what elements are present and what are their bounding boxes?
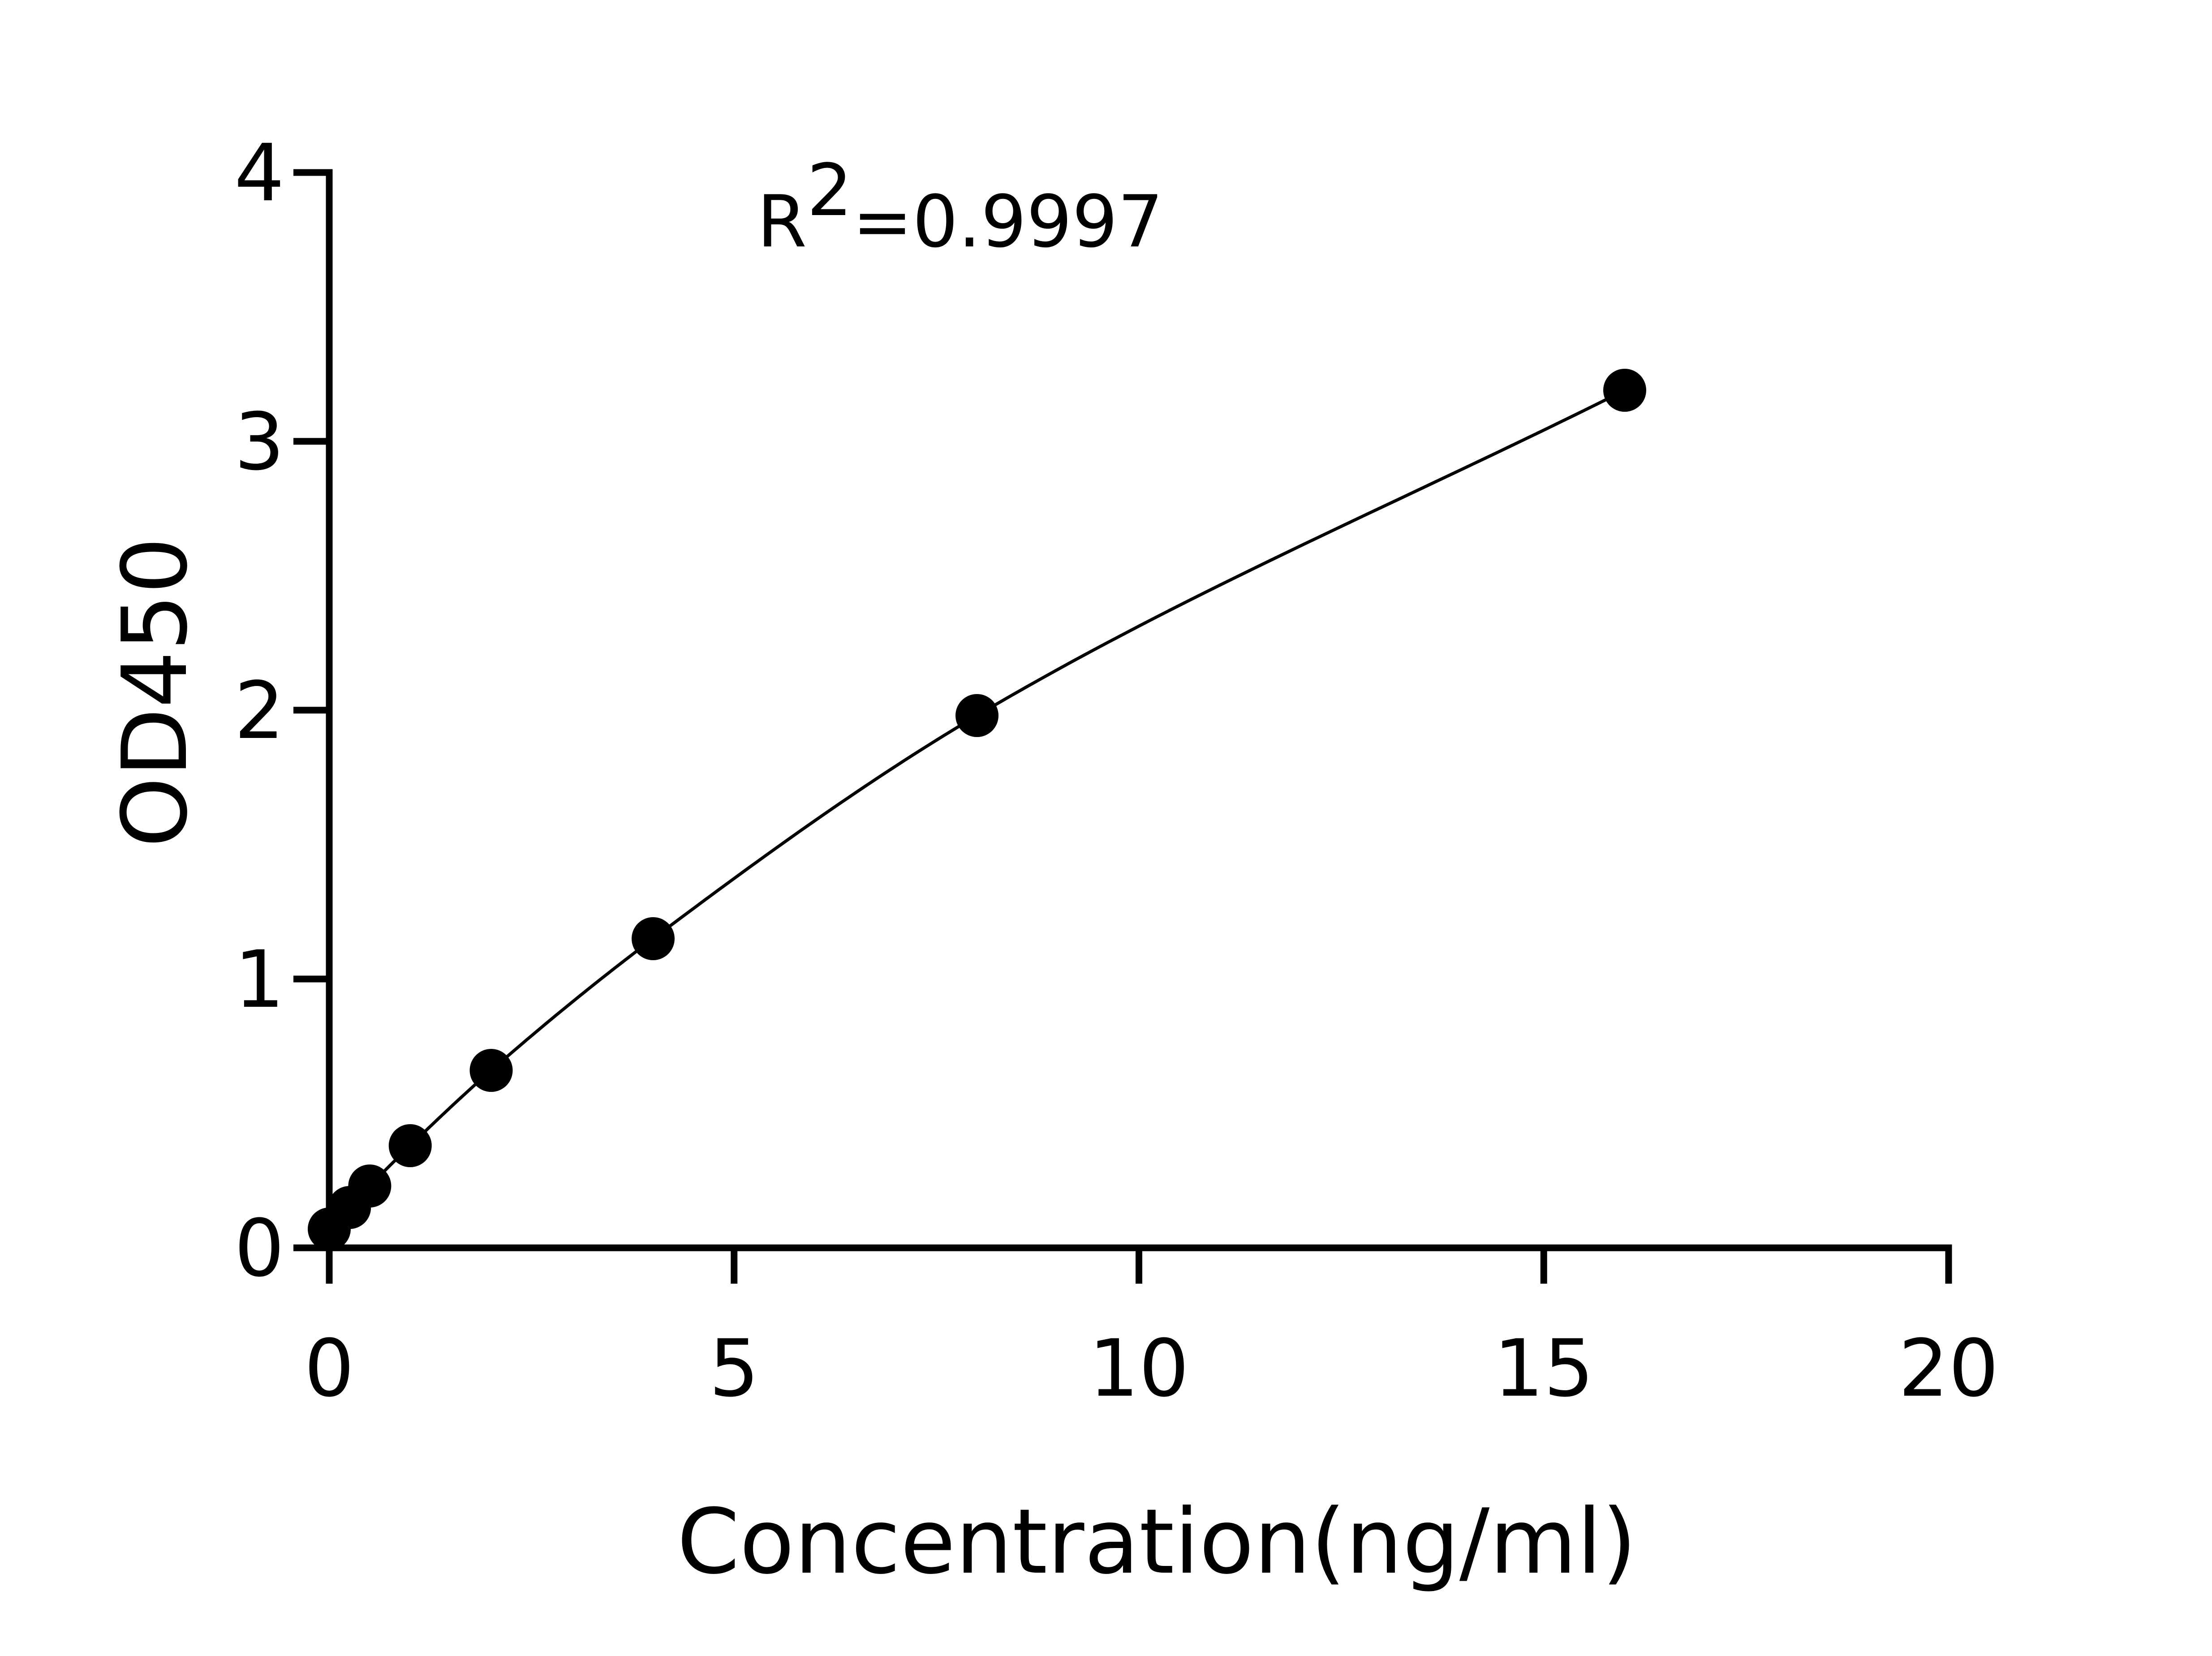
y-tick-label-0: 0 <box>234 1203 284 1294</box>
data-point-6 <box>955 694 998 737</box>
x-axis-title: Concentration(ng/ml) <box>677 1490 1636 1594</box>
x-tick-label-15: 15 <box>1493 1323 1594 1414</box>
x-tick-label-10: 10 <box>1089 1323 1189 1414</box>
data-point-4 <box>469 1049 513 1092</box>
x-tick-label-0: 0 <box>304 1323 354 1414</box>
r-squared-symbol: R <box>757 180 807 263</box>
y-tick-label-4: 4 <box>234 127 284 219</box>
data-points <box>308 369 1646 1251</box>
y-axis-title: OD450 <box>103 537 207 847</box>
x-axis-ticks: 0 5 10 15 20 <box>304 1248 1999 1414</box>
r-squared-value: =0.9997 <box>852 180 1163 263</box>
axes <box>326 169 1952 1251</box>
data-point-7 <box>1603 369 1646 412</box>
x-tick-label-5: 5 <box>709 1323 759 1414</box>
x-tick-label-20: 20 <box>1898 1323 1999 1414</box>
y-tick-label-3: 3 <box>234 396 284 488</box>
r-squared-superscript: 2 <box>807 148 852 232</box>
fit-curve <box>328 388 1626 1230</box>
data-point-5 <box>632 917 675 960</box>
y-tick-label-2: 2 <box>234 665 284 757</box>
r-squared-annotation: R2=0.9997 <box>757 148 1163 263</box>
data-point-3 <box>388 1124 432 1167</box>
y-axis-ticks: 0 1 2 3 4 <box>234 127 329 1294</box>
data-point-2 <box>348 1164 392 1208</box>
y-tick-label-1: 1 <box>234 934 284 1026</box>
